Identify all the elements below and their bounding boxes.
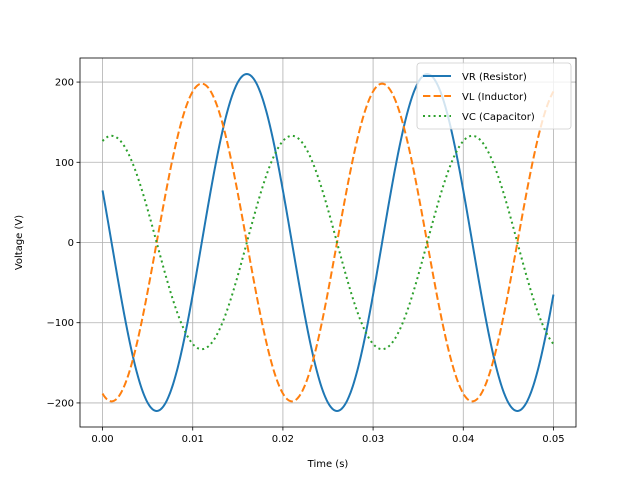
legend-entry-label: VC (Capacitor) bbox=[462, 112, 535, 123]
x-tick-label: 0.04 bbox=[452, 434, 474, 445]
legend: VR (Resistor) VL (Inductor) VC (Capacitor) bbox=[416, 62, 572, 130]
y-tick-label: −200 bbox=[47, 398, 74, 409]
x-tick-label: 0.05 bbox=[542, 434, 564, 445]
series-line-2 bbox=[101, 82, 555, 403]
series-lines bbox=[101, 73, 555, 412]
y-tick-label: 200 bbox=[55, 78, 74, 89]
axis-ticks: 0.00 0.01 0.02 0.03 0.04 0.05 −200 −100 0 100 200 bbox=[47, 78, 565, 445]
x-tick-label: 0.01 bbox=[182, 434, 204, 445]
x-axis-label: Time (s) bbox=[307, 459, 349, 470]
y-axis-label: Voltage (V) bbox=[14, 215, 25, 270]
legend-box bbox=[416, 62, 572, 130]
series-line-1 bbox=[101, 73, 555, 412]
y-tick-label: 100 bbox=[55, 158, 74, 169]
x-tick-label: 0.02 bbox=[272, 434, 294, 445]
legend-entry-label: VL (Inductor) bbox=[462, 92, 527, 103]
x-tick-label: 0.03 bbox=[362, 434, 384, 445]
legend-entry-label: VR (Resistor) bbox=[462, 72, 527, 83]
x-tick-label: 0.00 bbox=[91, 434, 113, 445]
y-tick-label: 0 bbox=[68, 238, 74, 249]
y-tick-label: −100 bbox=[47, 318, 74, 329]
